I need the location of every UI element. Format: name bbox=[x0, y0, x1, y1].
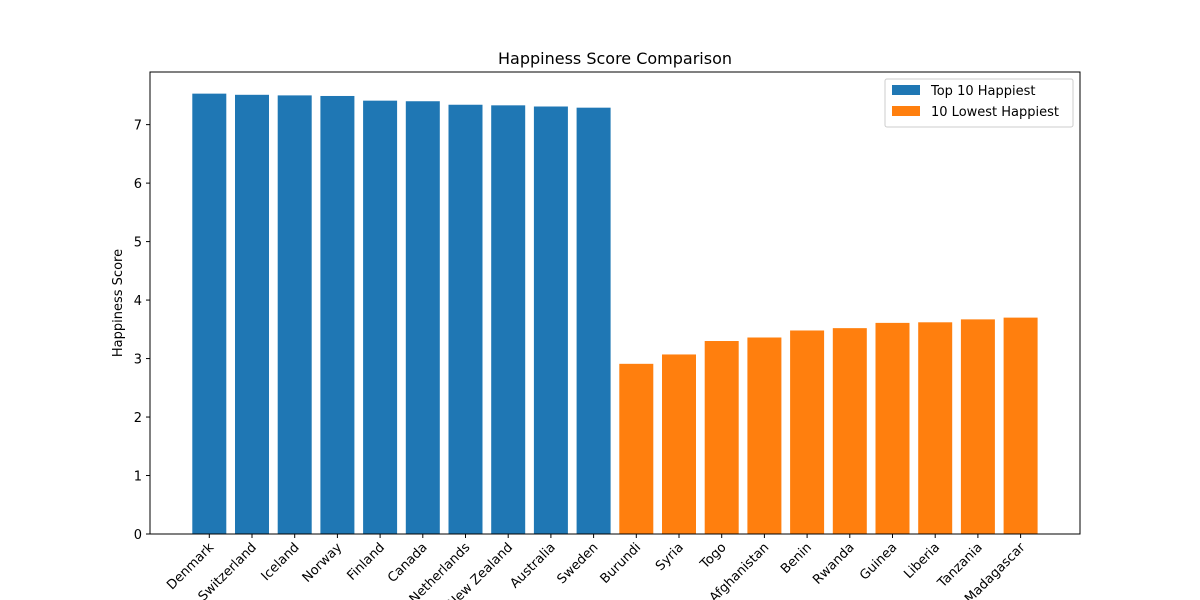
legend-label-top: Top 10 Happiest bbox=[930, 84, 1035, 99]
legend-swatch-top bbox=[892, 85, 920, 95]
bar-burundi bbox=[619, 363, 654, 534]
bar-norway bbox=[320, 95, 355, 534]
legend: Top 10 Happiest 10 Lowest Happiest bbox=[884, 78, 1074, 128]
y-axis-label: Happiness Score bbox=[111, 249, 126, 357]
legend-label-lowest: 10 Lowest Happiest bbox=[931, 105, 1059, 120]
bar-syria bbox=[662, 354, 696, 534]
bar-australia bbox=[533, 106, 568, 535]
x-tick-label: Rwanda bbox=[810, 540, 857, 587]
x-tick-label: Burundi bbox=[598, 540, 645, 587]
legend-box bbox=[884, 78, 1074, 128]
bar-afghanistan bbox=[747, 337, 782, 534]
x-tick-label: Togo bbox=[697, 540, 729, 572]
x-tick-label: Norway bbox=[300, 540, 346, 586]
bar-guinea bbox=[875, 322, 910, 534]
bar-denmark bbox=[192, 93, 227, 535]
y-axis: 0 1 2 3 4 5 6 7 bbox=[134, 119, 150, 543]
bar-finland bbox=[363, 100, 398, 534]
bar-canada bbox=[405, 101, 440, 534]
y-tick-label: 3 bbox=[134, 353, 142, 368]
bar-liberia bbox=[918, 322, 953, 534]
legend-swatch-lowest bbox=[892, 106, 920, 116]
x-tick-label: Liberia bbox=[901, 540, 943, 582]
x-tick-label: Syria bbox=[653, 540, 687, 574]
y-tick-label: 1 bbox=[134, 470, 142, 485]
bar-tanzania bbox=[960, 319, 995, 534]
y-tick-label: 6 bbox=[134, 177, 142, 192]
x-tick-label: Finland bbox=[344, 540, 387, 583]
bar-madagascar bbox=[1003, 317, 1038, 534]
y-tick-label: 2 bbox=[134, 411, 142, 426]
chart-title: Happiness Score Comparison bbox=[498, 49, 732, 68]
bar-new-zealand bbox=[491, 105, 526, 535]
bar-togo bbox=[704, 341, 739, 534]
plot-frame bbox=[149, 71, 1081, 535]
x-tick-label: Australia bbox=[507, 540, 558, 591]
bar-benin bbox=[790, 330, 825, 534]
y-tick-label: 5 bbox=[134, 236, 142, 251]
y-tick-label: 0 bbox=[134, 528, 142, 543]
bar-netherlands bbox=[448, 104, 483, 535]
x-tick-label: Sweden bbox=[554, 540, 601, 587]
bar-switzerland bbox=[235, 94, 269, 535]
y-tick-label: 7 bbox=[134, 119, 142, 134]
y-tick-label: 4 bbox=[134, 294, 142, 309]
bars-group bbox=[192, 93, 1038, 535]
x-tick-label: Guinea bbox=[857, 540, 900, 583]
x-tick-label: Iceland bbox=[259, 540, 303, 584]
x-tick-label: Benin bbox=[778, 540, 815, 577]
bar-iceland bbox=[277, 95, 312, 535]
bar-rwanda bbox=[832, 328, 867, 534]
bar-sweden bbox=[576, 107, 611, 535]
